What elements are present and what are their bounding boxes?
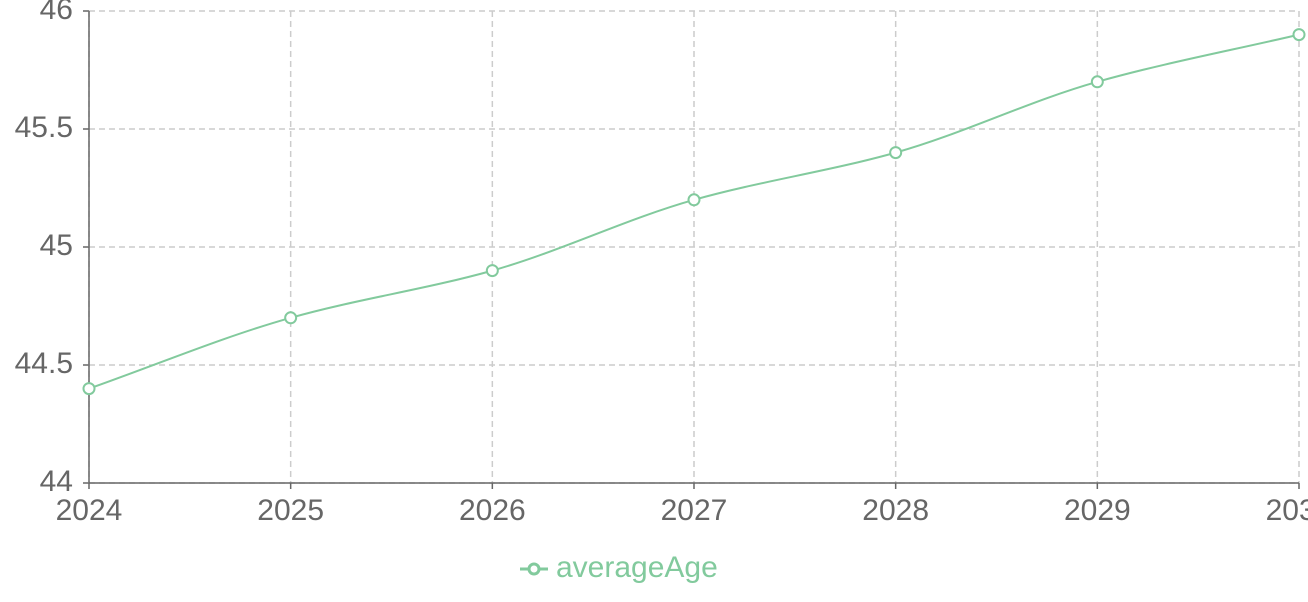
x-tick-label: 2027 bbox=[661, 494, 728, 527]
x-tick-label: 2030 bbox=[1266, 494, 1308, 527]
data-point bbox=[284, 311, 298, 325]
data-point bbox=[889, 146, 903, 160]
legend-label: averageAge bbox=[556, 551, 718, 584]
y-tick-label: 44 bbox=[40, 465, 73, 498]
y-tick-label: 44.5 bbox=[15, 347, 73, 380]
x-tick-label: 2025 bbox=[257, 494, 324, 527]
y-tick-label: 45.5 bbox=[15, 111, 73, 144]
y-tick-label: 46 bbox=[40, 0, 73, 26]
data-point bbox=[82, 382, 96, 396]
data-point bbox=[1292, 28, 1306, 42]
data-point bbox=[485, 264, 499, 278]
data-point bbox=[687, 193, 701, 207]
x-tick-label: 2026 bbox=[459, 494, 526, 527]
legend-icon bbox=[527, 562, 541, 576]
y-tick-label: 45 bbox=[40, 229, 73, 262]
x-tick-label: 2024 bbox=[56, 494, 123, 527]
x-tick-label: 2029 bbox=[1064, 494, 1131, 527]
data-point bbox=[1090, 75, 1104, 89]
x-tick-label: 2028 bbox=[862, 494, 929, 527]
